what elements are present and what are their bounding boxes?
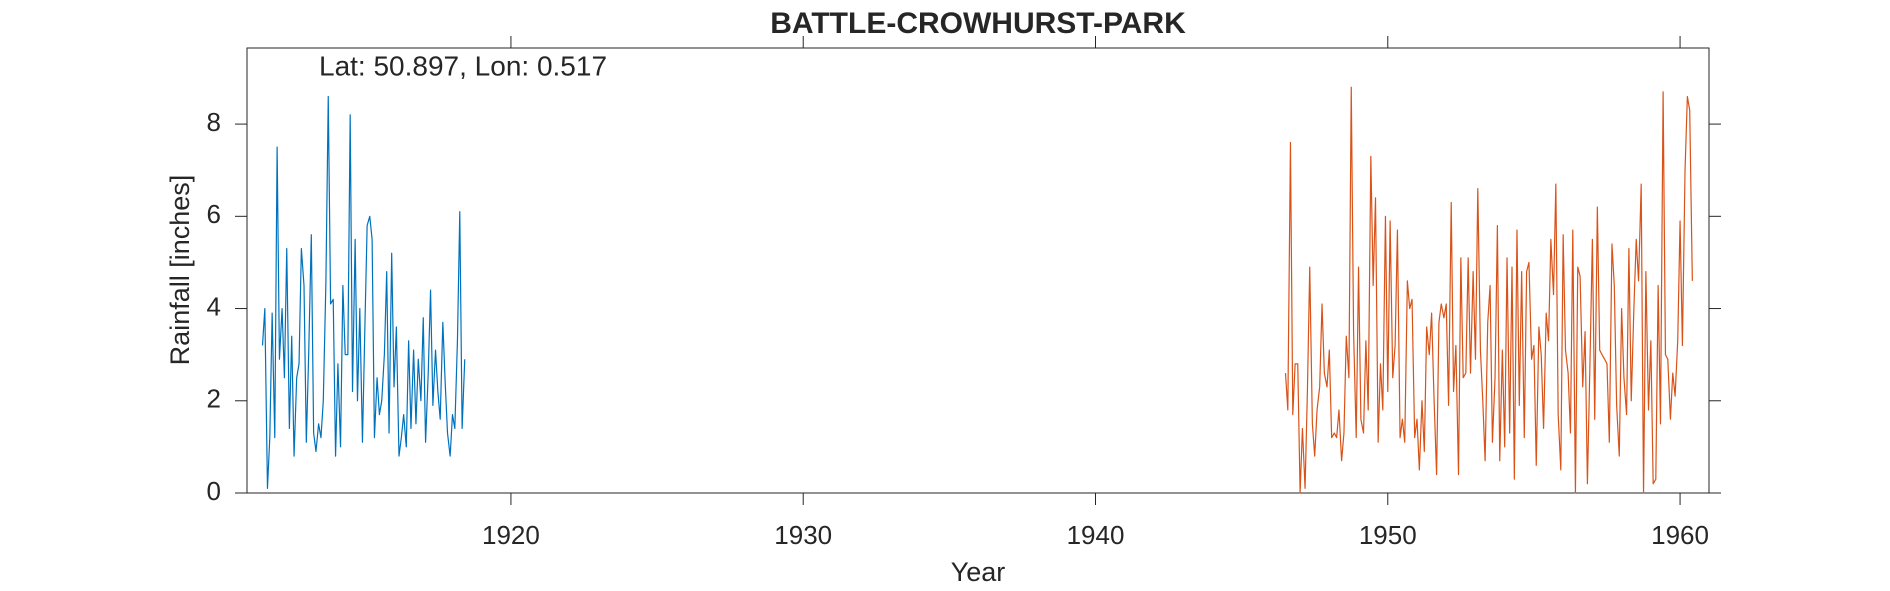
rainfall-line	[261, 95, 466, 489]
x-tick-label: 1950	[1359, 520, 1417, 550]
x-tick-label: 1960	[1651, 520, 1709, 550]
y-tick-label: 2	[207, 384, 221, 414]
x-tick-label: 1920	[482, 520, 540, 550]
rainfall-line	[1284, 86, 1693, 494]
y-tick-label: 8	[207, 107, 221, 137]
chart-title: BATTLE-CROWHURST-PARK	[770, 7, 1186, 40]
y-tick-label: 4	[207, 291, 221, 321]
plot-box	[246, 47, 1710, 494]
x-tick-label: 1940	[1067, 520, 1125, 550]
x-tick-label: 1930	[774, 520, 832, 550]
annotation: Lat: 50.897, Lon: 0.517	[319, 50, 607, 81]
y-axis-label: Rainfall [inches]	[165, 175, 195, 366]
x-axis-label: Year	[951, 557, 1006, 587]
y-tick-label: 0	[207, 476, 221, 506]
y-tick-label: 6	[207, 199, 221, 229]
